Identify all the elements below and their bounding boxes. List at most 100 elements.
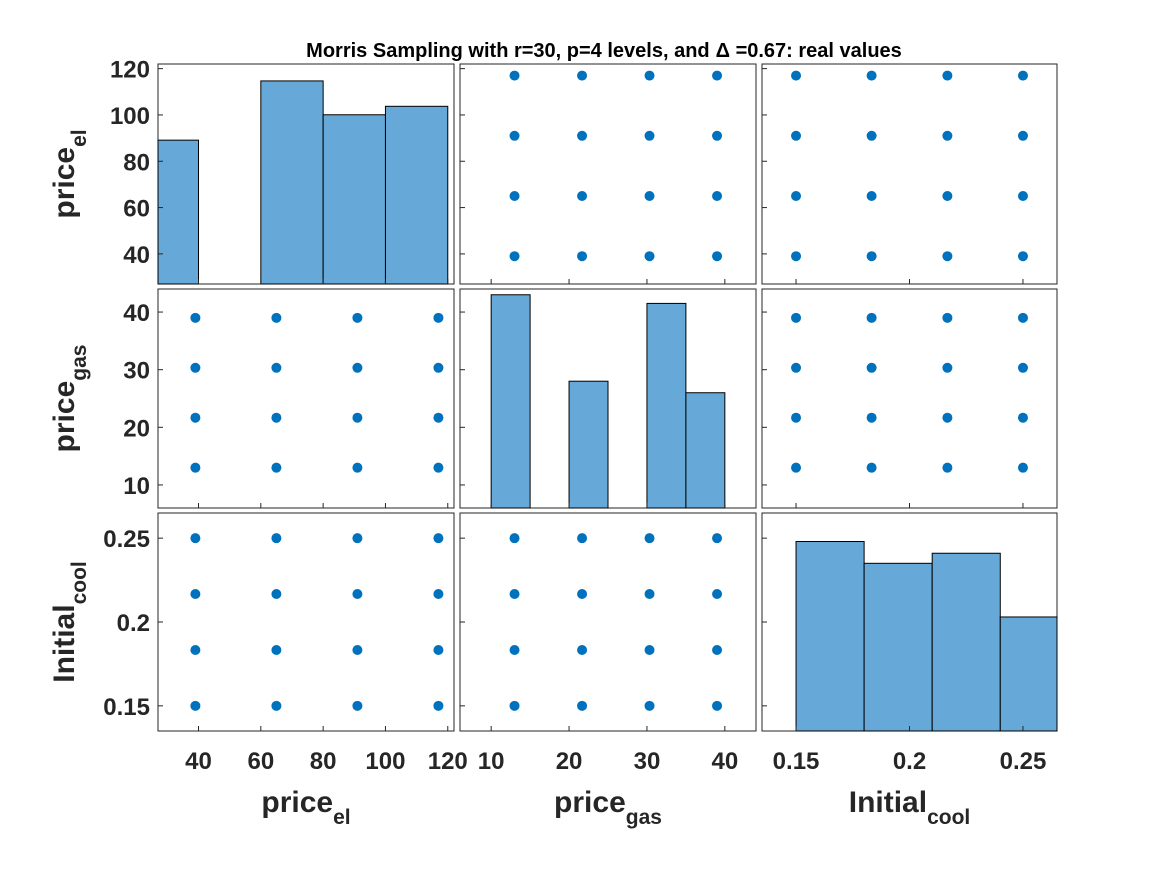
scatter-point — [644, 251, 655, 262]
panel-r2-c1 — [157, 288, 455, 509]
x-axis-title-3-main: Initial — [849, 786, 927, 819]
panel-frame — [761, 288, 1058, 509]
scatter-point — [352, 412, 363, 423]
scatter-point — [942, 362, 953, 373]
scatter-point — [271, 645, 282, 656]
scatter-point — [942, 130, 953, 141]
scatter-point — [866, 412, 877, 423]
scatter-point — [644, 588, 655, 599]
scatter-point — [644, 645, 655, 656]
y-axis-title-3-subscript: cool — [68, 561, 91, 604]
scatter-point — [577, 533, 588, 544]
scatter-point — [644, 70, 655, 81]
scatter-point — [712, 251, 723, 262]
scatter-point — [509, 533, 520, 544]
y-tick-label: 0.25 — [103, 526, 150, 553]
scatter-point — [433, 412, 444, 423]
scatter-point — [791, 191, 802, 201]
scatter-point — [509, 588, 520, 599]
hist-bar-3-2 — [863, 562, 933, 732]
scatter-point — [271, 533, 282, 544]
scatter-point — [712, 700, 723, 711]
x-axis-title-2-subscript: gas — [626, 806, 662, 829]
panel-grid — [157, 63, 1058, 732]
figure-title-suffix: =0.67: real values — [730, 40, 902, 62]
scatter-point — [190, 645, 201, 656]
y-axis-title-2-subscript: gas — [68, 345, 91, 381]
scatter-point — [791, 70, 802, 81]
scatter-point — [791, 462, 802, 473]
x-tick-label: 40 — [711, 748, 738, 775]
scatter-point — [577, 588, 588, 599]
scatter-point — [942, 251, 953, 262]
y-tick-label: 60 — [123, 196, 150, 223]
x-axis-title-2-main: price — [554, 786, 626, 819]
x-tick-label: 100 — [365, 748, 405, 775]
scatter-point — [190, 533, 201, 544]
scatter-point — [712, 645, 723, 656]
scatter-point — [1017, 70, 1028, 81]
x-axis-title-1-subscript: el — [333, 806, 351, 829]
scatter-point — [1017, 191, 1028, 201]
scatter-point — [1017, 312, 1028, 323]
scatter-point — [866, 251, 877, 262]
scatter-point — [190, 462, 201, 473]
scatter-point — [1017, 462, 1028, 473]
x-tick-label: 120 — [428, 748, 468, 775]
scatter-point — [1017, 362, 1028, 373]
hist-bar-3-1 — [795, 541, 865, 732]
hist-bar-1-4 — [322, 114, 386, 285]
scatter-point — [352, 533, 363, 544]
scatter-point — [577, 700, 588, 711]
y-axis-title-2: pricegas — [48, 345, 91, 453]
scatter-point — [433, 312, 444, 323]
scatter-point — [791, 362, 802, 373]
scatter-point — [577, 191, 588, 201]
y-tick-label: 120 — [110, 57, 150, 84]
scatter-point — [791, 412, 802, 423]
y-tick-label: 30 — [123, 358, 150, 385]
panel-r2-c2 — [459, 288, 757, 509]
scatter-point — [271, 312, 282, 323]
scatter-point — [791, 312, 802, 323]
scatter-point — [352, 312, 363, 323]
scatter-point — [352, 462, 363, 473]
x-axis-title-1: priceel — [261, 786, 350, 829]
hist-bar-2-6 — [685, 392, 726, 509]
y-axis-title-3: Initialcool — [48, 561, 91, 683]
y-tick-label: 10 — [123, 473, 150, 500]
scatter-point — [509, 70, 520, 81]
scatter-point — [271, 412, 282, 423]
y-tick-label: 40 — [123, 300, 150, 327]
figure-title: Morris Sampling with r=30, p=4 levels, a… — [306, 40, 902, 62]
scatter-point — [866, 70, 877, 81]
scatter-point — [712, 533, 723, 544]
x-axis-title-3-subscript: cool — [927, 806, 970, 829]
y-axis-title-1-subscript: el — [68, 129, 91, 147]
scatter-point — [509, 130, 520, 141]
scatter-point — [190, 412, 201, 423]
panel-frame — [157, 288, 455, 509]
hist-bar-1-3 — [260, 80, 324, 285]
x-tick-label: 40 — [185, 748, 212, 775]
x-tick-label: 0.15 — [773, 748, 820, 775]
scatter-point — [866, 191, 877, 201]
scatter-point — [433, 645, 444, 656]
scatter-point — [271, 462, 282, 473]
panel-r1-c1 — [157, 63, 455, 285]
scatter-point — [509, 251, 520, 262]
hist-bar-1-5 — [384, 105, 449, 285]
x-tick-label: 30 — [634, 748, 661, 775]
scatter-point — [271, 700, 282, 711]
scatter-point — [433, 700, 444, 711]
scatter-point — [577, 130, 588, 141]
panel-frame — [157, 512, 455, 732]
figure-title-main: Morris Sampling with r=30, p=4 levels, a… — [306, 40, 709, 62]
scatter-point — [942, 191, 953, 201]
scatter-point — [644, 533, 655, 544]
panel-frame — [459, 512, 757, 732]
scatter-point — [433, 533, 444, 544]
scatter-point — [190, 362, 201, 373]
scatter-point — [942, 70, 953, 81]
x-tick-label: 20 — [556, 748, 583, 775]
